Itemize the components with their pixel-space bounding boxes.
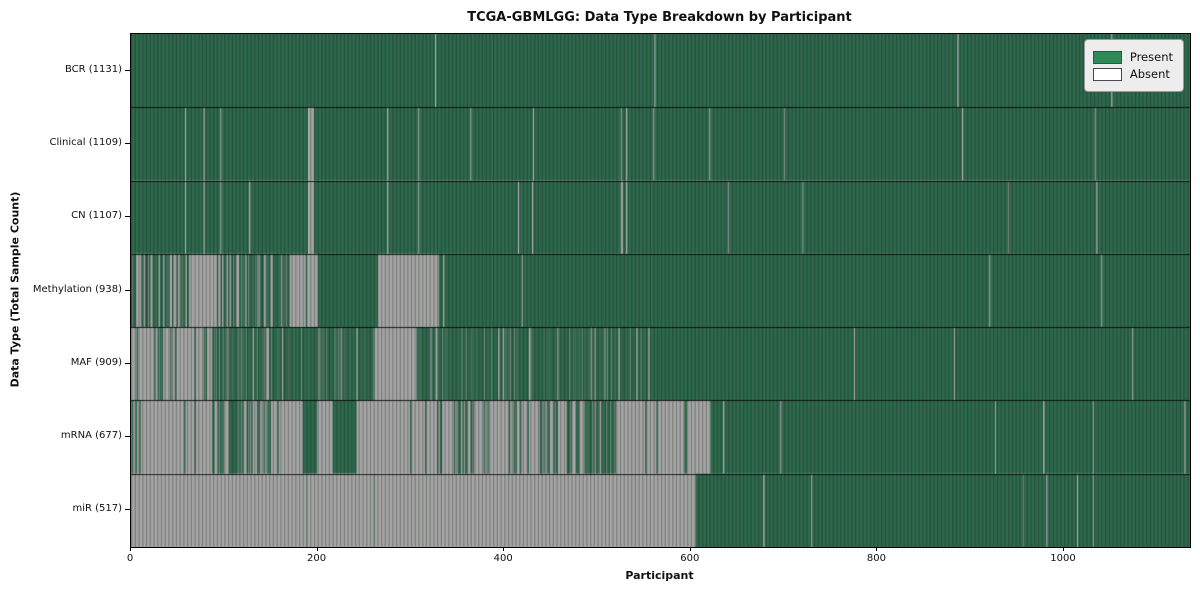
x-tick-mark	[876, 547, 878, 551]
x-tick-label: 200	[307, 553, 327, 564]
legend-label-present: Present	[1129, 50, 1173, 64]
x-tick-mark	[130, 547, 131, 551]
present-swatch	[1092, 50, 1122, 64]
heatmap-canvas	[131, 34, 1190, 547]
x-tick-label: 0	[126, 553, 134, 564]
y-axis-label: Data Type (Total Sample Count)	[8, 191, 22, 388]
row-label-maf: MAF (909)	[70, 356, 122, 368]
x-tick-label: 600	[680, 553, 700, 564]
row-label-cn: CN (1107)	[71, 210, 122, 222]
y-tick-mark	[125, 436, 130, 438]
x-tick-label: 800	[866, 553, 886, 564]
x-tick-mark	[503, 547, 505, 551]
row-label-mir: miR (517)	[72, 503, 122, 515]
plot-area	[130, 33, 1191, 548]
chart-title: TCGA-GBMLGG: Data Type Breakdown by Part…	[467, 10, 852, 25]
row-label-bcr: BCR (1131)	[64, 63, 122, 75]
legend-item-absent: Absent	[1092, 67, 1173, 81]
y-tick-mark	[125, 362, 130, 364]
x-axis-label: Participant	[625, 569, 694, 582]
legend-item-present: Present	[1092, 50, 1173, 64]
row-label-mrna: mRNA (677)	[60, 430, 122, 442]
row-label-clinical: Clinical (1109)	[49, 136, 123, 148]
x-tick-mark	[1063, 547, 1065, 551]
x-tick-label: 400	[493, 553, 513, 564]
x-tick-mark	[689, 547, 691, 551]
y-tick-mark	[125, 69, 130, 71]
absent-swatch	[1092, 67, 1122, 81]
x-tick-label: 1000	[1050, 553, 1076, 564]
y-tick-mark	[125, 509, 130, 511]
y-tick-mark	[125, 142, 130, 144]
x-tick-mark	[316, 547, 318, 551]
legend: Present Absent	[1083, 39, 1184, 92]
y-tick-mark	[125, 216, 130, 218]
legend-label-absent: Absent	[1129, 67, 1170, 81]
row-label-methylation: Methylation (938)	[32, 283, 122, 295]
y-tick-mark	[125, 289, 130, 291]
